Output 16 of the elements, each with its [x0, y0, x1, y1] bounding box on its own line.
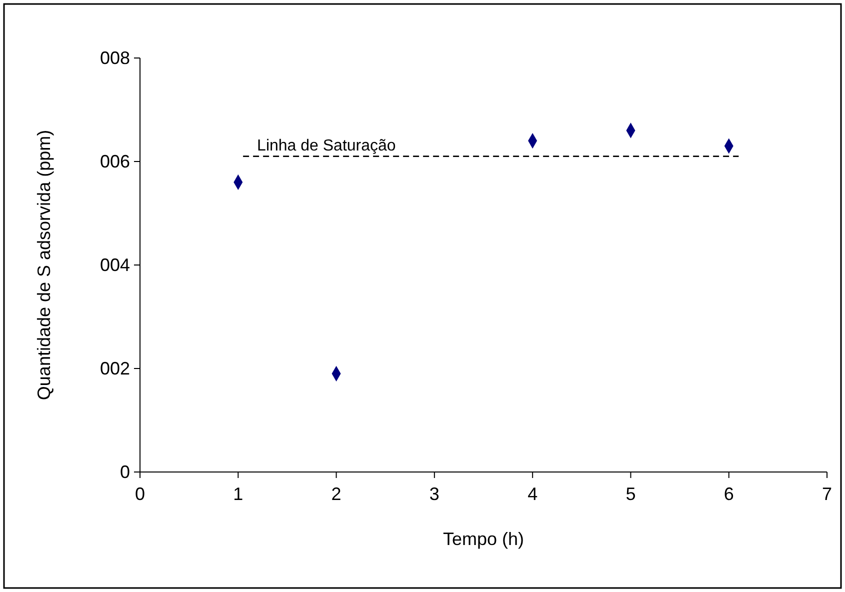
x-tick-label: 7	[822, 484, 832, 504]
series-label: Linha de Saturação	[257, 137, 396, 154]
x-tick-label: 1	[233, 484, 244, 504]
x-tick-label: 0	[134, 484, 146, 504]
x-axis-title: Tempo (h)	[442, 529, 524, 549]
x-tick-label: 5	[626, 484, 636, 504]
x-tick-label: 2	[331, 484, 342, 504]
y-tick-label: 002	[100, 358, 130, 378]
y-tick-label: 008	[100, 48, 130, 68]
x-tick-label: 6	[724, 484, 734, 504]
y-axis-title: Quantidade de S adsorvida (ppm)	[34, 130, 54, 400]
x-tick-label: 3	[429, 484, 440, 504]
y-tick-label: 004	[100, 255, 130, 275]
x-tick-label: 4	[528, 484, 538, 504]
y-tick-label: 006	[100, 152, 130, 172]
y-tick-label: 0	[120, 462, 130, 482]
